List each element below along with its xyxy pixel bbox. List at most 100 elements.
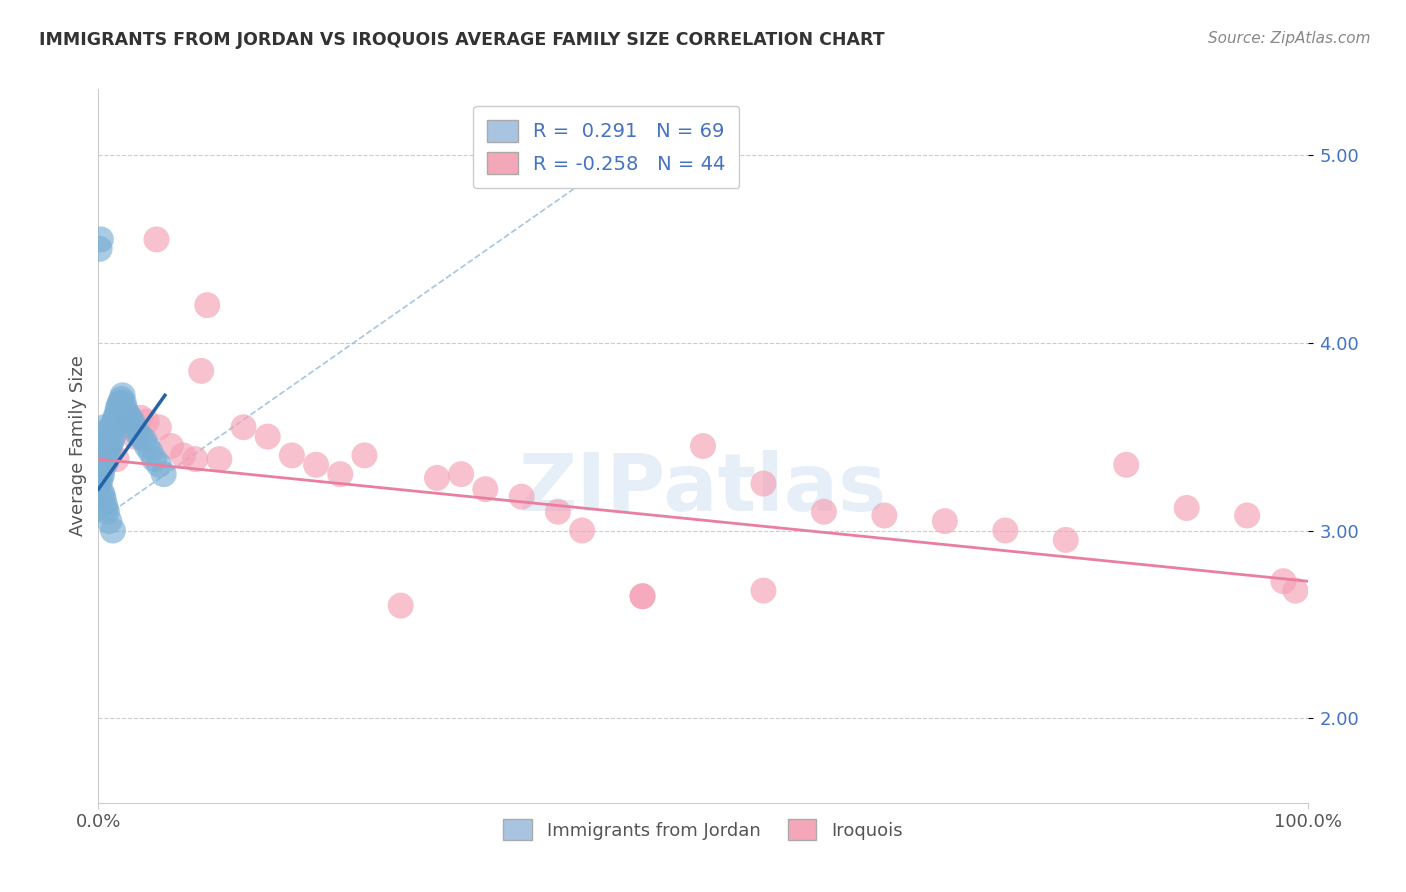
Point (100, 425, 122, 440)
Point (172, 449, 194, 463)
Point (91, 439, 114, 453)
Point (96, 452, 118, 467)
Point (1054, 533, 1077, 547)
Point (90, 452, 112, 467)
Point (139, 444, 162, 458)
Point (94, 500, 117, 515)
Point (90, 444, 112, 458)
Point (93, 420, 115, 434)
Point (112, 396, 135, 410)
Point (752, 476, 775, 491)
Y-axis label: Average Family Size: Average Family Size (69, 356, 87, 536)
Point (100, 444, 122, 458)
Point (93, 458, 115, 472)
Point (1175, 500, 1198, 515)
Point (98, 514, 121, 528)
Point (160, 439, 183, 453)
Point (256, 429, 278, 443)
Point (100, 434, 122, 448)
Point (124, 429, 146, 443)
Point (631, 589, 654, 603)
Point (329, 467, 352, 482)
Point (117, 407, 139, 421)
Point (89, 476, 111, 491)
Point (547, 505, 569, 519)
Point (124, 420, 146, 434)
Text: IMMIGRANTS FROM JORDAN VS IROQUOIS AVERAGE FAMILY SIZE CORRELATION CHART: IMMIGRANTS FROM JORDAN VS IROQUOIS AVERA… (39, 31, 884, 49)
Point (89, 467, 111, 482)
Point (148, 420, 170, 434)
Point (94, 429, 117, 443)
Point (111, 388, 134, 402)
Point (281, 449, 304, 463)
Point (121, 415, 143, 429)
Point (97, 444, 120, 458)
Point (108, 396, 131, 410)
Point (873, 508, 896, 523)
Point (426, 471, 449, 485)
Point (89, 458, 111, 472)
Point (108, 398, 131, 412)
Point (305, 458, 328, 472)
Point (450, 467, 472, 482)
Point (114, 401, 136, 416)
Point (934, 514, 956, 528)
Point (813, 505, 835, 519)
Point (353, 449, 375, 463)
Point (90, 232, 112, 246)
Point (129, 410, 152, 425)
Point (101, 524, 124, 538)
Point (91, 425, 114, 440)
Point (93, 434, 115, 448)
Point (195, 298, 218, 312)
Point (93, 495, 115, 509)
Legend: Immigrants from Jordan, Iroquois: Immigrants from Jordan, Iroquois (496, 812, 910, 847)
Point (105, 407, 128, 421)
Point (91, 452, 114, 467)
Point (135, 415, 157, 429)
Point (96, 505, 118, 519)
Point (91, 486, 114, 500)
Point (97, 434, 120, 448)
Point (232, 420, 254, 434)
Point (752, 583, 775, 598)
Point (208, 452, 231, 467)
Point (571, 524, 593, 538)
Point (100, 422, 122, 436)
Point (101, 429, 124, 443)
Text: ZIPatlas: ZIPatlas (519, 450, 887, 528)
Point (152, 467, 174, 482)
Point (98, 439, 121, 453)
Point (1284, 583, 1306, 598)
Point (94, 456, 117, 470)
Point (96, 425, 118, 440)
Point (90, 458, 112, 472)
Point (692, 439, 714, 453)
Point (91, 444, 114, 458)
Point (1272, 574, 1295, 589)
Point (135, 439, 157, 453)
Point (145, 232, 167, 246)
Point (110, 392, 132, 406)
Point (129, 429, 152, 443)
Text: Source: ZipAtlas.com: Source: ZipAtlas.com (1208, 31, 1371, 46)
Point (143, 452, 166, 467)
Point (90, 471, 112, 485)
Point (96, 437, 118, 451)
Point (184, 452, 207, 467)
Point (127, 425, 149, 440)
Point (91, 449, 114, 463)
Point (91, 458, 114, 472)
Point (103, 415, 125, 429)
Point (148, 458, 170, 472)
Point (994, 524, 1017, 538)
Point (101, 418, 124, 433)
Point (105, 452, 128, 467)
Point (118, 410, 141, 425)
Point (1115, 458, 1137, 472)
Point (104, 410, 127, 425)
Point (134, 434, 156, 448)
Point (1236, 508, 1258, 523)
Point (91, 467, 114, 482)
Point (89, 242, 111, 256)
